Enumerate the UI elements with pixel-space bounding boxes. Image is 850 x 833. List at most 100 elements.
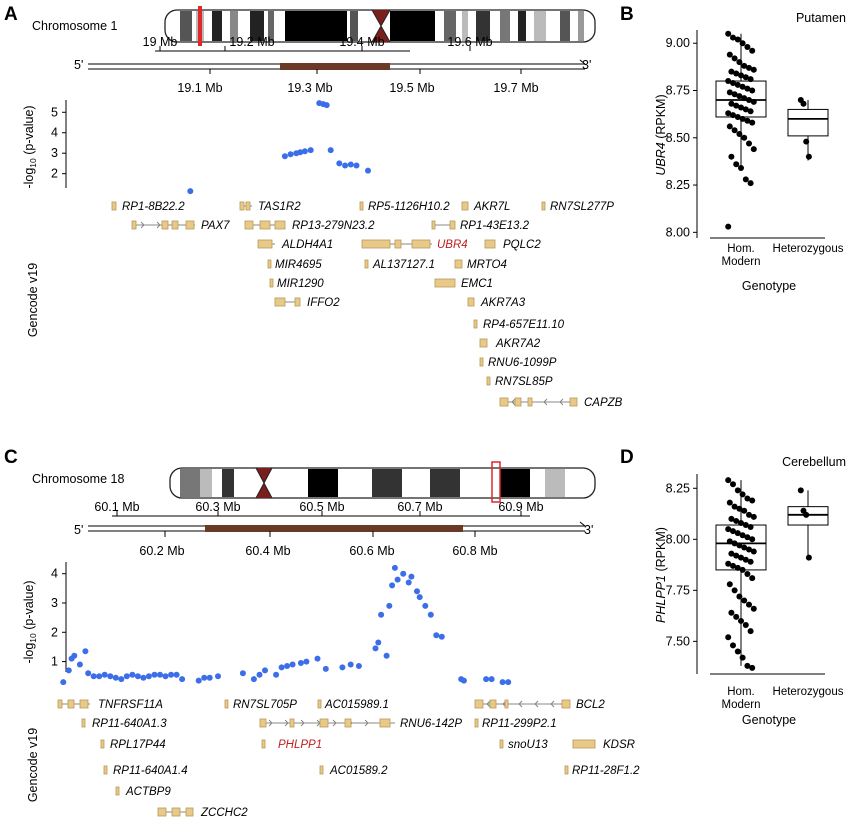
c-top-tick-1: 60.1 Mb: [94, 500, 139, 514]
c-point: [206, 674, 213, 681]
gene-exon: [239, 201, 245, 211]
gene-exon: [484, 239, 496, 249]
d-point: [725, 560, 732, 567]
b-y-tick-label: 8.00: [666, 225, 690, 239]
a-top-tick-1: 19 Mb: [143, 35, 178, 49]
b-point: [731, 127, 738, 134]
c-point: [278, 664, 285, 671]
a-y-tick-label: 2: [51, 167, 58, 181]
b-point: [730, 112, 736, 119]
gene-exon: [289, 718, 295, 728]
gene-exon: [171, 220, 179, 230]
b-point: [725, 30, 732, 37]
gene-14: KDSR: [572, 739, 635, 751]
d-point: [734, 487, 741, 494]
gene-12: RP11-299P2.1: [474, 718, 557, 730]
ideogram-band: [230, 11, 238, 41]
a-point: [187, 188, 194, 195]
gene-label: ALDH4A1: [281, 239, 333, 251]
c-point: [394, 576, 401, 583]
b-point: [725, 110, 732, 117]
a-top-ruler: 19 Mb 19.2 Mb 19.4 Mb 19.6 Mb: [143, 35, 493, 52]
a-point: [307, 147, 314, 154]
ideogram-band: [545, 469, 565, 497]
gene-11: BCL2: [474, 699, 605, 711]
c-point: [375, 639, 382, 646]
b-point: [749, 47, 756, 54]
b-point: [746, 96, 752, 103]
a-point: [327, 147, 334, 154]
c-point: [173, 671, 180, 678]
gene-exon: [259, 220, 271, 230]
c-point: [123, 673, 130, 680]
gene-exon: [411, 239, 431, 249]
gene-exon: [479, 338, 488, 348]
b-point: [739, 115, 746, 122]
d-point: [750, 513, 757, 520]
b-category-1-line2: Modern: [722, 256, 761, 268]
d-point: [746, 511, 752, 518]
d-point: [742, 522, 749, 529]
gene-6: RN7SL705P: [224, 699, 297, 711]
gene-exon: [514, 397, 522, 407]
ideogram-band: [430, 469, 460, 497]
c-centromere: [255, 467, 273, 499]
gene-strand-arrow: [511, 398, 516, 406]
a-point: [323, 102, 330, 109]
c-point: [140, 674, 147, 681]
gene-11: AKR7L: [461, 201, 510, 213]
gene-exon: [359, 201, 364, 211]
d-y-tick-label: 7.50: [666, 634, 690, 648]
gene-exon: [115, 786, 120, 796]
d-point: [742, 556, 749, 563]
d-category-2: Heterozygous: [773, 686, 844, 698]
ideogram-band: [340, 469, 370, 497]
a-point: [301, 148, 308, 155]
c-top-ruler: 60.1 Mb 60.3 Mb 60.5 Mb 60.7 Mb 60.9 Mb: [94, 500, 544, 517]
gene-exon: [379, 718, 391, 728]
gene-exon: [274, 220, 286, 230]
b-point: [733, 161, 740, 168]
d-y-label: PHLPP1 (RPKM): [654, 527, 668, 623]
d-point: [744, 495, 751, 502]
c-top-tick-4: 60.7 Mb: [397, 500, 442, 514]
ideogram-band: [372, 469, 402, 497]
b-point: [741, 62, 748, 69]
c-point: [239, 670, 246, 677]
gene-9: AC01589.2: [319, 765, 388, 777]
gene-label: KDSR: [603, 739, 635, 751]
c-point: [101, 671, 108, 678]
d-point: [730, 562, 736, 569]
gene-5: MIR4695: [267, 259, 322, 271]
ideogram-band: [518, 11, 526, 41]
ideogram-band: [180, 469, 200, 497]
gene-exon: [131, 220, 137, 230]
b-point: [734, 36, 741, 43]
d-point: [747, 558, 754, 565]
d-point: [726, 499, 733, 506]
gene-14: MRTO4: [454, 259, 507, 271]
gene-19: RNU6-1099P: [479, 357, 557, 369]
gene-7: RNU6-142P: [259, 718, 462, 730]
c-point: [76, 661, 83, 668]
c-bottom-tick-3: 60.6 Mb: [349, 544, 394, 558]
gene-8: RP5-1126H10.2: [359, 201, 450, 213]
b-point: [726, 89, 733, 96]
gene-exon: [431, 220, 436, 230]
gene-0: TNFRSF11A: [57, 699, 163, 711]
gene-label: RP1-43E13.2: [460, 220, 530, 232]
c-point: [168, 671, 175, 678]
d-category-1-line2: Modern: [722, 699, 761, 711]
gene-20: RN7SL85P: [486, 376, 553, 388]
c-top-tick-2: 60.3 Mb: [195, 500, 240, 514]
b-point: [739, 83, 746, 90]
ideogram-band: [534, 11, 546, 41]
gene-label: AKR7A3: [480, 297, 526, 309]
gene-exon: [474, 699, 484, 709]
gene-exon: [103, 765, 108, 775]
c-point: [215, 673, 221, 680]
gene-8: AC015989.1: [317, 699, 389, 711]
d-point: [736, 542, 743, 549]
gene-22: RN7SL277P: [541, 201, 614, 213]
